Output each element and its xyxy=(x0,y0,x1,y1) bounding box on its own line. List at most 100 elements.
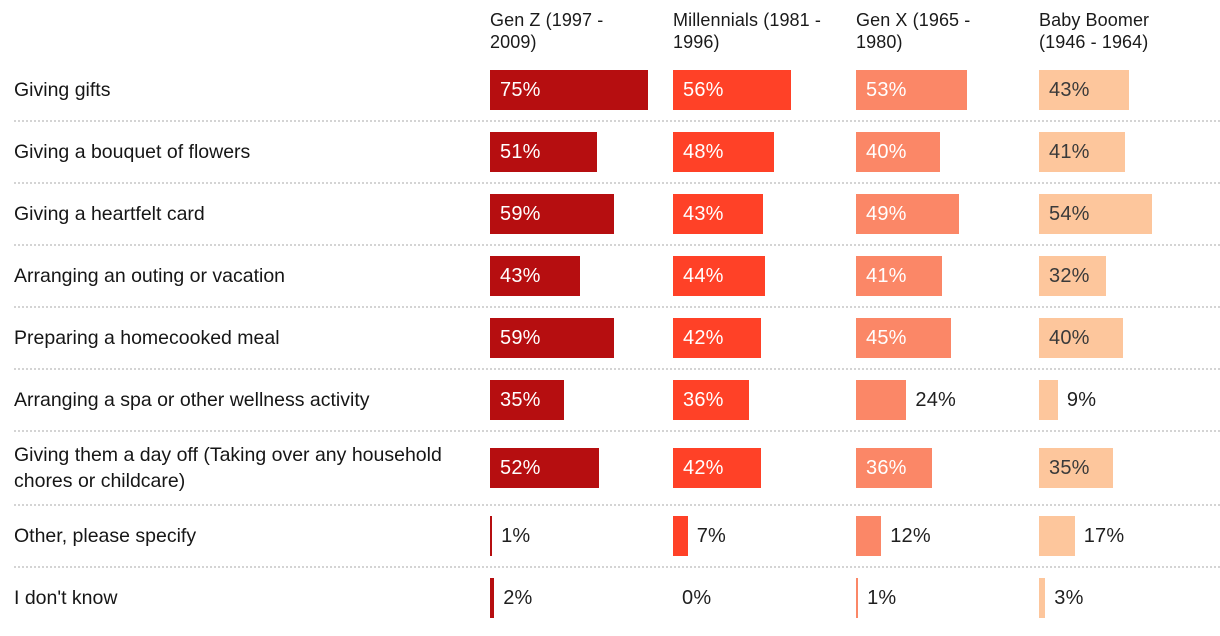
bar-cell: 1% xyxy=(856,578,1039,618)
bar: 44% xyxy=(673,256,766,296)
table-row: Arranging a spa or other wellness activi… xyxy=(14,370,1220,432)
bar-value-label: 9% xyxy=(1066,388,1097,411)
bar: 42% xyxy=(673,448,762,488)
row-label: Arranging an outing or vacation xyxy=(14,265,286,287)
bar-cell: 40% xyxy=(856,132,1039,172)
bar-value-label: 0% xyxy=(682,586,712,609)
bar-value-label: 43% xyxy=(1049,78,1090,101)
bar xyxy=(490,516,493,556)
bar-value-label: 54% xyxy=(1049,202,1090,225)
bar-cell: 56% xyxy=(673,70,856,110)
bar xyxy=(490,578,495,618)
table-row: Giving them a day off (Taking over any h… xyxy=(14,432,1220,506)
row-label: Giving gifts xyxy=(14,79,111,101)
column-header: Gen Z (1997 - 2009) xyxy=(490,10,604,52)
bar: 35% xyxy=(490,380,564,420)
bar-cell: 59% xyxy=(490,318,673,358)
bar-value-label: 1% xyxy=(501,524,531,547)
bar xyxy=(1039,380,1058,420)
bar-value-label: 35% xyxy=(500,388,541,411)
bar-cell: 41% xyxy=(1039,132,1220,172)
bar xyxy=(673,516,688,556)
bar-value-label: 32% xyxy=(1049,264,1090,287)
bar-cell: 9% xyxy=(1039,380,1220,420)
bar-cell: 1% xyxy=(490,516,673,556)
bar xyxy=(856,380,907,420)
bar-cell: 41% xyxy=(856,256,1039,296)
bar: 53% xyxy=(856,70,968,110)
bar-cell: 43% xyxy=(490,256,673,296)
bar: 43% xyxy=(490,256,581,296)
bar-value-label: 43% xyxy=(500,264,541,287)
bar-cell: 35% xyxy=(1039,448,1220,488)
column-header: Baby Boomer (1946 - 1964) xyxy=(1039,10,1150,52)
bar-value-label: 40% xyxy=(866,140,907,163)
bar: 41% xyxy=(1039,132,1126,172)
bar: 41% xyxy=(856,256,943,296)
bar-value-label: 52% xyxy=(500,456,541,479)
table-row: Giving gifts 75% 56% 53% 43% xyxy=(14,60,1220,122)
bar-value-label: 56% xyxy=(683,78,724,101)
bar: 51% xyxy=(490,132,598,172)
bar-cell: 51% xyxy=(490,132,673,172)
bar-value-label: 42% xyxy=(683,456,724,479)
bar-cell: 42% xyxy=(673,318,856,358)
row-label: Preparing a homecooked meal xyxy=(14,327,280,349)
bar-value-label: 43% xyxy=(683,202,724,225)
bar-value-label: 3% xyxy=(1054,586,1084,609)
table-row: Preparing a homecooked meal 59% 42% 45% 40% xyxy=(14,308,1220,370)
bar-value-label: 75% xyxy=(500,78,541,101)
bar: 32% xyxy=(1039,256,1107,296)
bar-cell: 32% xyxy=(1039,256,1220,296)
bar-cell: 36% xyxy=(673,380,856,420)
bar-value-label: 41% xyxy=(1049,140,1090,163)
row-label: I don't know xyxy=(14,587,118,609)
bar: 43% xyxy=(673,194,764,234)
bar: 59% xyxy=(490,318,614,358)
row-label: Arranging a spa or other wellness activi… xyxy=(14,389,370,411)
bar-cell: 2% xyxy=(490,578,673,618)
bar-cell: 53% xyxy=(856,70,1039,110)
bar-cell: 52% xyxy=(490,448,673,488)
bar: 49% xyxy=(856,194,959,234)
table-row: I don't know 2% 0% 1% 3% xyxy=(14,568,1220,628)
bar: 36% xyxy=(673,380,749,420)
bar-cell: 44% xyxy=(673,256,856,296)
row-label: Giving them a day off (Taking over any h… xyxy=(14,444,442,492)
bar-cell: 54% xyxy=(1039,194,1220,234)
bar-value-label: 7% xyxy=(696,524,726,547)
table-row: Giving a bouquet of flowers 51% 48% 40% 41% xyxy=(14,122,1220,184)
bar xyxy=(1039,578,1046,618)
bar-cell: 49% xyxy=(856,194,1039,234)
row-label: Giving a heartfelt card xyxy=(14,203,205,225)
bar-value-label: 40% xyxy=(1049,326,1090,349)
bar-cell: 7% xyxy=(673,516,856,556)
bar-cell: 48% xyxy=(673,132,856,172)
chart-rows: Giving gifts 75% 56% 53% 43% Giving a bouquet… xyxy=(0,60,1220,628)
bar: 35% xyxy=(1039,448,1113,488)
bar: 43% xyxy=(1039,70,1130,110)
row-label: Other, please specify xyxy=(14,525,197,547)
bar: 48% xyxy=(673,132,774,172)
bar-cell: 75% xyxy=(490,70,673,110)
bar xyxy=(1039,516,1075,556)
bar-cell: 42% xyxy=(673,448,856,488)
bar-value-label: 49% xyxy=(866,202,907,225)
bar-value-label: 45% xyxy=(866,326,907,349)
bar-cell: 24% xyxy=(856,380,1039,420)
bar-value-label: 53% xyxy=(866,78,907,101)
bar-cell: 3% xyxy=(1039,578,1220,618)
bar: 36% xyxy=(856,448,932,488)
bar-value-label: 2% xyxy=(503,586,533,609)
bar-cell: 35% xyxy=(490,380,673,420)
bar xyxy=(856,516,882,556)
bar: 56% xyxy=(673,70,791,110)
bar-cell: 17% xyxy=(1039,516,1220,556)
bar-value-label: 48% xyxy=(683,140,724,163)
bar: 40% xyxy=(1039,318,1123,358)
bar: 52% xyxy=(490,448,600,488)
bar: 40% xyxy=(856,132,940,172)
bar: 54% xyxy=(1039,194,1153,234)
bar xyxy=(856,578,859,618)
bar-value-label: 1% xyxy=(867,586,897,609)
